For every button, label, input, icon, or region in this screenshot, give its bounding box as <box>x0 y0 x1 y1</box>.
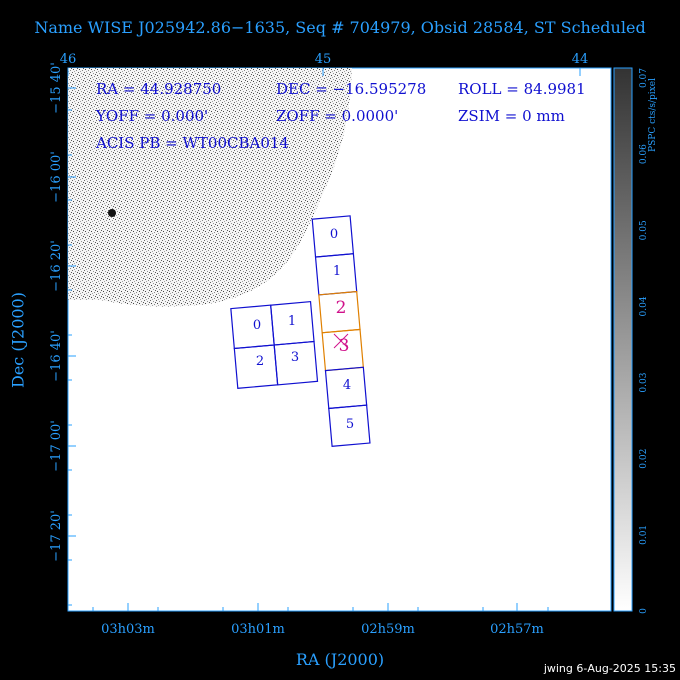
top-tick-label: 46 <box>60 52 77 67</box>
xray-emission-region <box>68 68 352 307</box>
acis-s-chip-label: 4 <box>343 378 351 393</box>
top-tick-label: 45 <box>315 52 332 67</box>
acis-s-chip-label: 2 <box>336 298 347 318</box>
info-acis: ACIS PB = WT00CBA014 <box>96 134 289 152</box>
acis-i-chip-label: 3 <box>291 350 299 365</box>
bottom-tick-label: 03h03m <box>101 622 155 637</box>
colorbar-tick-label: 0.01 <box>639 525 649 545</box>
colorbar-tick-label: 0.04 <box>639 296 649 316</box>
y-axis-label: Dec (J2000) <box>8 292 28 388</box>
info-zoff: ZOFF = 0.0000' <box>276 107 399 125</box>
x-axis-label: RA (J2000) <box>295 650 385 669</box>
bottom-tick-label: 02h59m <box>361 622 415 637</box>
acis-i-chip-label: 2 <box>256 354 264 369</box>
acis-s-chip-label: 5 <box>346 417 354 432</box>
colorbar-tick-label: 0.03 <box>639 372 649 392</box>
colorbar-tick-label: 0.05 <box>639 220 649 240</box>
bottom-tick-label: 02h57m <box>490 622 544 637</box>
info-yoff: YOFF = 0.000' <box>96 107 209 125</box>
left-tick-label: −16 00' <box>49 151 64 203</box>
colorbar-tick-label: 0.07 <box>639 68 649 88</box>
left-tick-label: −16 40' <box>49 330 64 382</box>
acis-s-chip-label: 0 <box>330 227 338 242</box>
left-tick-label: −17 00' <box>49 420 64 472</box>
footer-stamp: jwing 6‑Aug‑2025 15:35 <box>543 662 676 675</box>
acis-i-array <box>230 301 319 389</box>
left-tick-label: −16 20' <box>49 240 64 292</box>
bright-source <box>108 209 116 217</box>
acis-i-chip-label: 1 <box>288 314 296 329</box>
colorbar-tick-label: 0.02 <box>639 449 649 469</box>
info-zsim: ZSIM = 0 mm <box>458 107 565 125</box>
info-dec: DEC = −16.595278 <box>276 80 427 98</box>
colorbar <box>613 67 633 612</box>
colorbar-tick-label: 0.06 <box>639 144 649 164</box>
info-ra: RA = 44.928750 <box>96 80 222 98</box>
target-marker <box>333 333 349 349</box>
colorbar-tick-label: 0 <box>639 608 649 614</box>
left-tick-label: −17 20' <box>49 510 64 562</box>
acis-s-chip-label: 3 <box>339 336 350 356</box>
acis-i-chip-label: 0 <box>253 318 261 333</box>
bottom-tick-label: 03h01m <box>231 622 285 637</box>
acis-s-array <box>311 215 371 447</box>
colorbar-label: PSPC cts/s/pixel <box>648 78 658 152</box>
acis-s-chip-label: 1 <box>333 264 341 279</box>
top-tick-label: 44 <box>572 52 589 67</box>
plot-title: Name WISE J025942.86−1635, Seq # 704979,… <box>34 18 646 37</box>
info-roll: ROLL = 84.9981 <box>458 80 586 98</box>
left-tick-label: −15 40' <box>49 62 64 114</box>
